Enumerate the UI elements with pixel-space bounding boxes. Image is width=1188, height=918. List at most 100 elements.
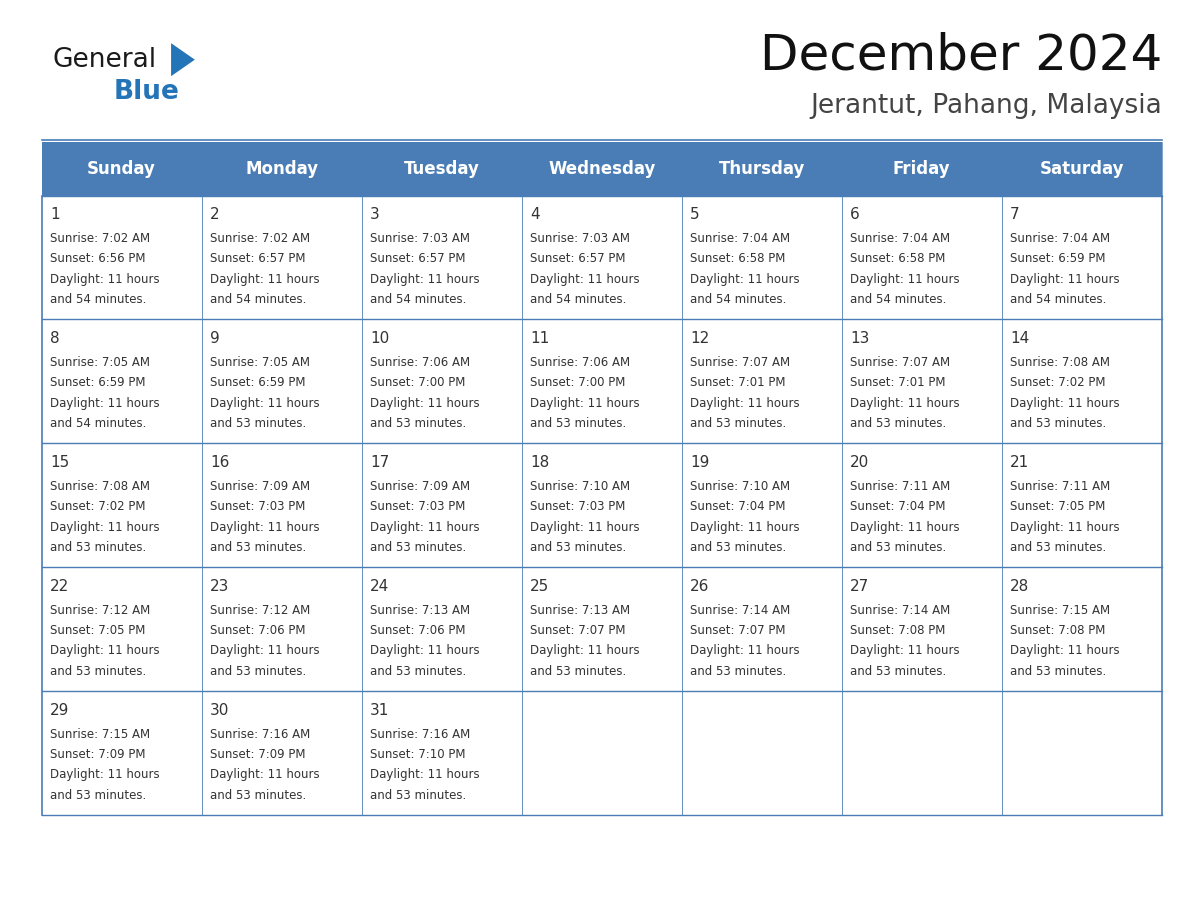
Text: Daylight: 11 hours: Daylight: 11 hours [50, 521, 159, 533]
Text: Sunset: 7:05 PM: Sunset: 7:05 PM [50, 624, 145, 637]
Text: Daylight: 11 hours: Daylight: 11 hours [690, 644, 800, 657]
Text: Daylight: 11 hours: Daylight: 11 hours [1010, 521, 1120, 533]
Text: Sunrise: 7:09 AM: Sunrise: 7:09 AM [369, 480, 470, 493]
Text: Sunrise: 7:16 AM: Sunrise: 7:16 AM [210, 728, 310, 741]
Text: Daylight: 11 hours: Daylight: 11 hours [530, 521, 639, 533]
Text: Daylight: 11 hours: Daylight: 11 hours [369, 644, 480, 657]
Text: Sunset: 7:01 PM: Sunset: 7:01 PM [851, 376, 946, 389]
Text: and 54 minutes.: and 54 minutes. [50, 293, 146, 306]
Text: Tuesday: Tuesday [404, 160, 480, 178]
Text: Blue: Blue [114, 79, 179, 105]
Text: 1: 1 [50, 207, 59, 222]
Text: Daylight: 11 hours: Daylight: 11 hours [690, 397, 800, 409]
Text: 26: 26 [690, 579, 709, 594]
Text: and 53 minutes.: and 53 minutes. [530, 541, 626, 554]
Text: Sunrise: 7:09 AM: Sunrise: 7:09 AM [210, 480, 310, 493]
Text: Sunset: 7:03 PM: Sunset: 7:03 PM [369, 500, 466, 513]
Text: 14: 14 [1010, 331, 1029, 346]
Text: Sunset: 6:59 PM: Sunset: 6:59 PM [50, 376, 145, 389]
Text: and 53 minutes.: and 53 minutes. [210, 789, 307, 801]
Text: Daylight: 11 hours: Daylight: 11 hours [851, 273, 960, 285]
Text: Daylight: 11 hours: Daylight: 11 hours [851, 644, 960, 657]
Bar [202, 142, 361, 196]
Text: and 53 minutes.: and 53 minutes. [210, 665, 307, 677]
Text: Sunrise: 7:10 AM: Sunrise: 7:10 AM [690, 480, 790, 493]
Text: Sunrise: 7:07 AM: Sunrise: 7:07 AM [851, 356, 950, 369]
Text: Sunrise: 7:05 AM: Sunrise: 7:05 AM [50, 356, 150, 369]
Text: 29: 29 [50, 703, 69, 718]
Text: and 53 minutes.: and 53 minutes. [690, 541, 786, 554]
Text: and 53 minutes.: and 53 minutes. [50, 541, 146, 554]
Text: Daylight: 11 hours: Daylight: 11 hours [530, 644, 639, 657]
Text: Saturday: Saturday [1040, 160, 1124, 178]
Text: Sunset: 6:59 PM: Sunset: 6:59 PM [1010, 252, 1106, 265]
Text: Sunset: 7:00 PM: Sunset: 7:00 PM [530, 376, 625, 389]
Text: Sunset: 6:59 PM: Sunset: 6:59 PM [210, 376, 305, 389]
Text: and 53 minutes.: and 53 minutes. [690, 665, 786, 677]
Text: Friday: Friday [893, 160, 950, 178]
Text: 7: 7 [1010, 207, 1019, 222]
Text: Sunrise: 7:14 AM: Sunrise: 7:14 AM [851, 604, 950, 617]
Text: 20: 20 [851, 455, 870, 470]
Text: Sunrise: 7:04 AM: Sunrise: 7:04 AM [851, 232, 950, 245]
Polygon shape [171, 43, 195, 76]
Text: Daylight: 11 hours: Daylight: 11 hours [369, 273, 480, 285]
Text: Sunset: 7:09 PM: Sunset: 7:09 PM [210, 748, 305, 761]
Text: Thursday: Thursday [719, 160, 805, 178]
Text: Sunrise: 7:13 AM: Sunrise: 7:13 AM [530, 604, 630, 617]
Text: and 54 minutes.: and 54 minutes. [369, 293, 467, 306]
Text: and 53 minutes.: and 53 minutes. [530, 665, 626, 677]
Text: Sunset: 7:06 PM: Sunset: 7:06 PM [210, 624, 305, 637]
Text: Daylight: 11 hours: Daylight: 11 hours [210, 521, 320, 533]
Text: 28: 28 [1010, 579, 1029, 594]
Text: and 53 minutes.: and 53 minutes. [369, 417, 466, 430]
Text: Jerantut, Pahang, Malaysia: Jerantut, Pahang, Malaysia [810, 93, 1162, 118]
Text: Daylight: 11 hours: Daylight: 11 hours [50, 644, 159, 657]
Text: Sunrise: 7:11 AM: Sunrise: 7:11 AM [851, 480, 950, 493]
Text: Daylight: 11 hours: Daylight: 11 hours [369, 397, 480, 409]
Text: Daylight: 11 hours: Daylight: 11 hours [210, 768, 320, 781]
Text: Sunset: 6:58 PM: Sunset: 6:58 PM [851, 252, 946, 265]
Text: and 53 minutes.: and 53 minutes. [851, 417, 947, 430]
Text: Daylight: 11 hours: Daylight: 11 hours [210, 644, 320, 657]
Text: 31: 31 [369, 703, 390, 718]
Text: Sunset: 7:04 PM: Sunset: 7:04 PM [851, 500, 946, 513]
Text: Sunrise: 7:16 AM: Sunrise: 7:16 AM [369, 728, 470, 741]
Text: Sunrise: 7:03 AM: Sunrise: 7:03 AM [369, 232, 470, 245]
Text: Sunrise: 7:04 AM: Sunrise: 7:04 AM [1010, 232, 1111, 245]
Text: Sunrise: 7:11 AM: Sunrise: 7:11 AM [1010, 480, 1111, 493]
Text: 25: 25 [530, 579, 549, 594]
Text: 21: 21 [1010, 455, 1029, 470]
Text: 17: 17 [369, 455, 390, 470]
Text: and 54 minutes.: and 54 minutes. [210, 293, 307, 306]
Bar [522, 142, 682, 196]
Text: 12: 12 [690, 331, 709, 346]
Text: and 54 minutes.: and 54 minutes. [851, 293, 947, 306]
Text: and 53 minutes.: and 53 minutes. [210, 417, 307, 430]
Text: Daylight: 11 hours: Daylight: 11 hours [530, 397, 639, 409]
Text: Sunday: Sunday [87, 160, 156, 178]
Text: Sunset: 6:57 PM: Sunset: 6:57 PM [210, 252, 305, 265]
Text: General: General [52, 47, 157, 73]
Text: Sunrise: 7:08 AM: Sunrise: 7:08 AM [50, 480, 150, 493]
Text: Sunset: 7:09 PM: Sunset: 7:09 PM [50, 748, 145, 761]
Text: Daylight: 11 hours: Daylight: 11 hours [530, 273, 639, 285]
Text: Sunrise: 7:06 AM: Sunrise: 7:06 AM [530, 356, 630, 369]
Text: Daylight: 11 hours: Daylight: 11 hours [1010, 273, 1120, 285]
Text: Sunrise: 7:03 AM: Sunrise: 7:03 AM [530, 232, 630, 245]
Text: Daylight: 11 hours: Daylight: 11 hours [851, 397, 960, 409]
Text: 16: 16 [210, 455, 229, 470]
Text: and 53 minutes.: and 53 minutes. [530, 417, 626, 430]
Text: Daylight: 11 hours: Daylight: 11 hours [1010, 397, 1120, 409]
Text: Sunset: 6:56 PM: Sunset: 6:56 PM [50, 252, 145, 265]
Text: and 54 minutes.: and 54 minutes. [50, 417, 146, 430]
Text: Sunrise: 7:15 AM: Sunrise: 7:15 AM [50, 728, 150, 741]
Text: 23: 23 [210, 579, 229, 594]
Text: December 2024: December 2024 [759, 31, 1162, 79]
Text: Sunset: 6:57 PM: Sunset: 6:57 PM [530, 252, 626, 265]
Text: Sunrise: 7:10 AM: Sunrise: 7:10 AM [530, 480, 630, 493]
Text: Daylight: 11 hours: Daylight: 11 hours [369, 768, 480, 781]
Text: and 53 minutes.: and 53 minutes. [210, 541, 307, 554]
Text: 8: 8 [50, 331, 59, 346]
Text: Sunset: 7:10 PM: Sunset: 7:10 PM [369, 748, 466, 761]
